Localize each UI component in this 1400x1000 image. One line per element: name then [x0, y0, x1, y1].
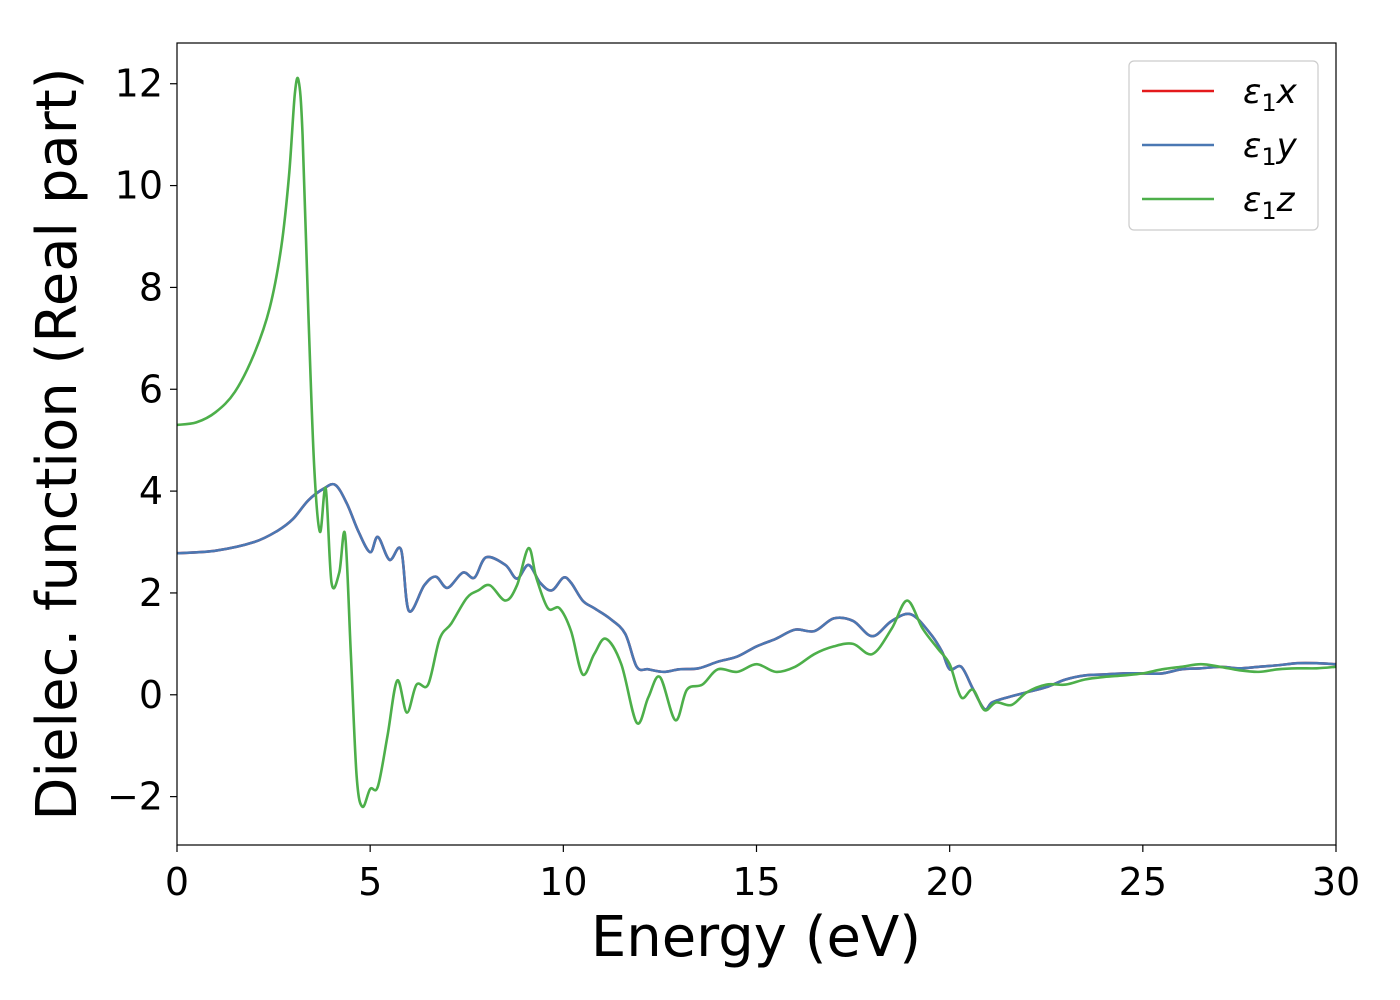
legend-items: ε1x ε1y ε1z	[1142, 72, 1298, 225]
legend-box	[1128, 60, 1319, 231]
x-axis-label: Energy (eV)	[591, 905, 921, 970]
y-tick-label: −2	[107, 775, 163, 819]
x-tick-label: 25	[1119, 860, 1167, 904]
x-ticks: 0 5 10 15 20 25 30	[165, 845, 1360, 904]
x-tick-label: 10	[539, 860, 587, 904]
y-tick-label: 2	[139, 571, 163, 615]
y-ticks: −2 0 2 4 6 8 10 12	[107, 62, 177, 819]
x-tick-label: 5	[358, 860, 382, 904]
x-tick-label: 0	[165, 860, 189, 904]
y-tick-label: 8	[139, 265, 163, 309]
x-tick-label: 15	[732, 860, 780, 904]
y-tick-label: 4	[139, 469, 163, 513]
legend-label-z: ε1z	[1243, 180, 1296, 225]
y-tick-label: 6	[139, 367, 163, 411]
y-tick-label: 12	[115, 62, 163, 106]
x-tick-label: 30	[1312, 860, 1360, 904]
legend: ε1x ε1y ε1z	[1128, 60, 1319, 231]
legend-label-y: ε1y	[1243, 126, 1298, 171]
series-line-z	[177, 76, 1336, 809]
legend-label-x: ε1x	[1243, 72, 1298, 117]
series-line-y	[177, 482, 1336, 711]
x-tick-label: 20	[925, 860, 973, 904]
y-tick-label: 0	[139, 673, 163, 717]
y-tick-label: 10	[115, 164, 163, 208]
series-layer	[177, 76, 1336, 809]
y-axis-label: Dielec. function (Real part)	[25, 67, 90, 820]
